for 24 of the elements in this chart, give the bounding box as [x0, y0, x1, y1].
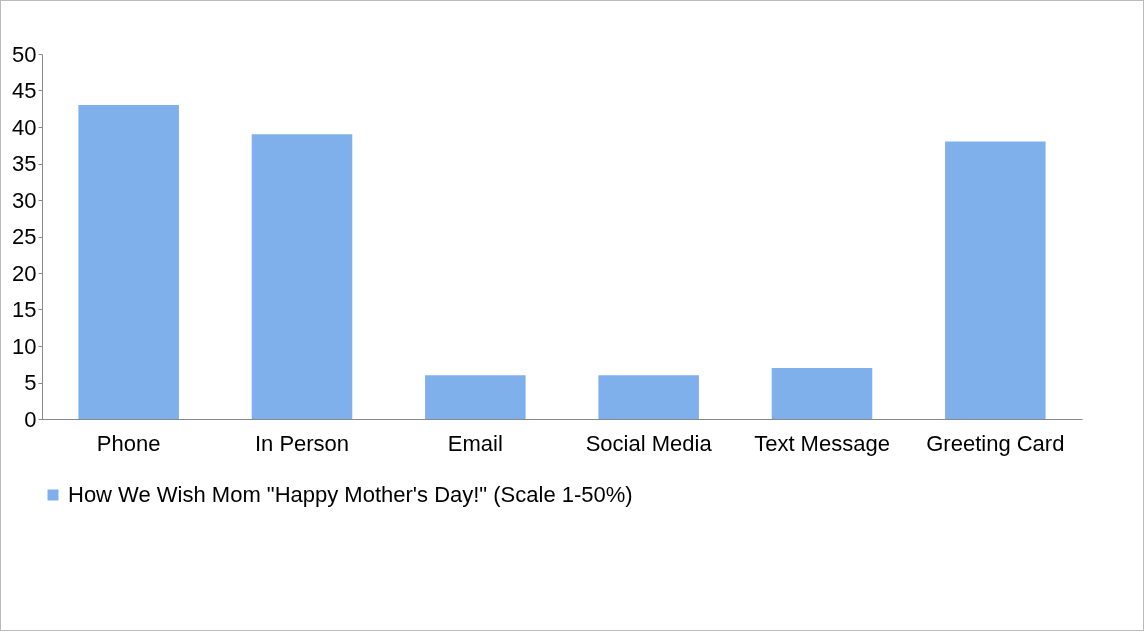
y-tick-label: 5 — [24, 370, 37, 395]
y-tick-label: 10 — [12, 333, 37, 359]
x-tick-label: Social Media — [585, 430, 713, 456]
y-tick-label: 30 — [12, 187, 37, 213]
y-tick-label: 0 — [24, 406, 37, 432]
y-tick-label: 15 — [12, 297, 37, 322]
x-tick-label: Email — [447, 430, 503, 456]
y-tick-label: 45 — [12, 78, 37, 103]
y-tick-label: 20 — [12, 260, 37, 286]
bar — [78, 105, 179, 419]
bar — [771, 367, 873, 419]
x-tick-label: Greeting Card — [926, 430, 1065, 456]
y-tick-label: 50 — [12, 41, 37, 67]
y-tick-label: 40 — [12, 114, 37, 140]
x-tick-label: In Person — [254, 430, 350, 456]
bar — [425, 375, 526, 419]
bar — [251, 134, 353, 419]
y-tick-label: 35 — [12, 151, 37, 176]
y-tick-label: 25 — [12, 224, 37, 249]
legend-label: How We Wish Mom "Happy Mother's Day!" (Scale 1-50%) — [68, 482, 633, 507]
bar — [598, 375, 699, 419]
bar — [945, 141, 1046, 419]
x-tick-label: Text Message — [754, 430, 890, 456]
x-tick-label: Phone — [96, 430, 161, 456]
